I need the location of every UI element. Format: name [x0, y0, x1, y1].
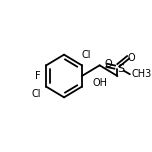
Text: Cl: Cl — [31, 89, 41, 99]
Text: F: F — [35, 71, 41, 81]
Text: Cl: Cl — [82, 50, 91, 60]
Text: OH: OH — [92, 78, 107, 88]
Text: S: S — [117, 64, 124, 74]
Text: O: O — [105, 59, 112, 69]
Text: CH3: CH3 — [132, 69, 152, 79]
Text: O: O — [128, 53, 135, 63]
